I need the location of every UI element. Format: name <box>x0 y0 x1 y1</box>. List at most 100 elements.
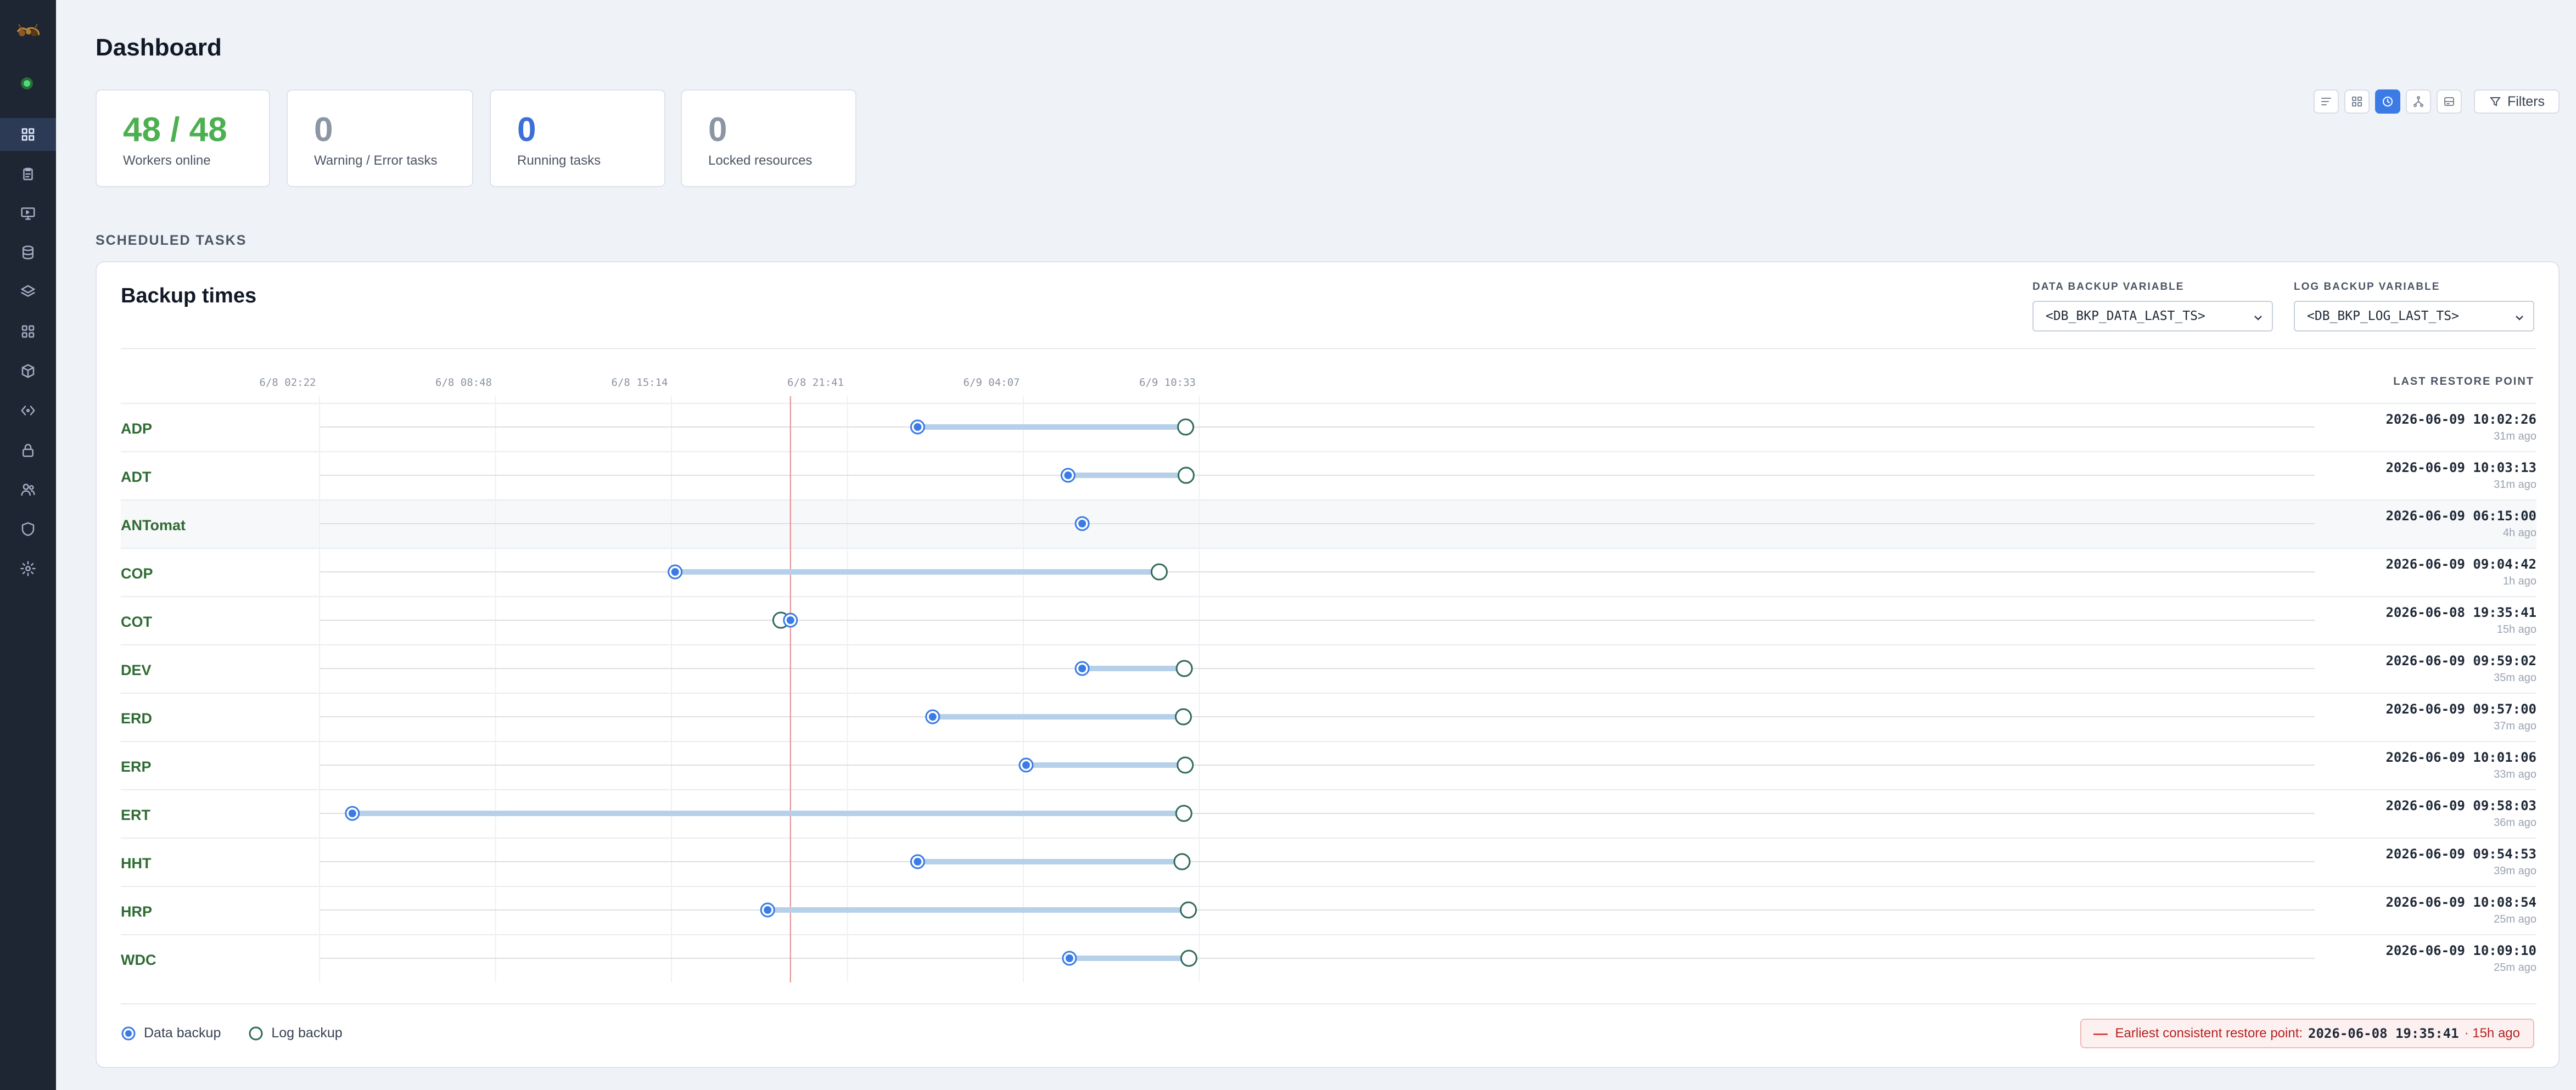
sidebar-item-dashboard[interactable] <box>0 118 56 151</box>
filters-button[interactable]: Filters <box>2474 89 2560 114</box>
chevron-down-icon <box>2253 312 2263 322</box>
stat-value: 0 <box>708 111 727 149</box>
chart-legend: Data backup Log backup <box>121 1025 343 1041</box>
table-row: ERD 2026-06-09 09:57:00 37m ago <box>121 693 2536 741</box>
last-restore-timestamp: 2026-06-09 10:03:13 <box>2385 460 2536 475</box>
last-restore-ago: 1h ago <box>2502 575 2536 587</box>
view-grid-button[interactable] <box>2344 89 2370 114</box>
backup-timeline-chart <box>319 396 2315 982</box>
storage-icon <box>2444 97 2454 106</box>
data-backup-point-core <box>671 568 679 576</box>
layers-icon <box>21 285 35 297</box>
system-name-link[interactable]: COT <box>121 614 152 630</box>
sidebar-item-settings[interactable] <box>0 552 56 585</box>
filters-label: Filters <box>2507 93 2545 109</box>
last-restore-ago: 25m ago <box>2494 913 2536 925</box>
table-row: DEV 2026-06-09 09:59:02 35m ago <box>121 644 2536 693</box>
chevron-down-icon <box>2515 312 2524 322</box>
system-name-link[interactable]: ADP <box>121 420 153 437</box>
shield-icon <box>21 522 35 536</box>
grid-icon <box>2352 97 2362 106</box>
list-icon <box>2321 98 2331 105</box>
lock-icon <box>23 443 33 457</box>
log-backup-point <box>1180 901 1197 919</box>
log-backup-point <box>1177 418 1195 436</box>
stat-label: Workers online <box>123 153 211 168</box>
ant-logo-icon <box>16 24 40 36</box>
sidebar-item-variables[interactable] <box>0 394 56 427</box>
data-backup-point-core <box>914 423 922 431</box>
sidebar-item-tasks[interactable] <box>0 158 56 190</box>
sidebar-item-monitor[interactable] <box>0 196 56 229</box>
clipboard-icon <box>23 167 33 181</box>
data-backup-point-core <box>1078 520 1087 527</box>
system-name-link[interactable]: ADT <box>121 469 152 485</box>
view-storage-button[interactable] <box>2437 89 2462 114</box>
x-tick-label: 6/9 10:33 <box>1139 377 1196 389</box>
sidebar-item-apps[interactable] <box>0 315 56 348</box>
filter-icon <box>2489 97 2501 106</box>
log-backup-variable-select[interactable]: <DB_BKP_LOG_LAST_TS> <box>2294 301 2534 332</box>
sidebar-item-database[interactable] <box>0 236 56 269</box>
table-row: ADT 2026-06-09 10:03:13 31m ago <box>121 451 2536 499</box>
system-name-link[interactable]: ERT <box>121 807 150 823</box>
clock-icon <box>2383 97 2393 106</box>
system-name-link[interactable]: WDC <box>121 952 156 968</box>
stat-card-workers[interactable]: 48 / 48 Workers online <box>96 89 270 187</box>
system-name-link[interactable]: COP <box>121 565 153 582</box>
stat-card-locked[interactable]: 0 Locked resources <box>681 89 856 187</box>
stat-card-running[interactable]: 0 Running tasks <box>490 89 665 187</box>
divider <box>121 348 2536 349</box>
last-restore-ago: 15h ago <box>2496 623 2536 636</box>
log-backup-point <box>1177 467 1195 484</box>
last-restore-timestamp: 2026-06-09 06:15:00 <box>2385 508 2536 524</box>
stat-value: 0 <box>314 111 333 149</box>
data-backup-point-core <box>764 906 772 914</box>
x-tick-label: 6/8 02:22 <box>259 377 316 389</box>
table-row: WDC 2026-06-09 10:09:10 25m ago <box>121 934 2536 982</box>
grid-icon <box>21 128 35 141</box>
table-row: ADP 2026-06-09 10:02:26 31m ago <box>121 403 2536 451</box>
stat-label: Warning / Error tasks <box>314 153 438 168</box>
system-name-link[interactable]: ERD <box>121 710 153 727</box>
stat-card-warning-error[interactable]: 0 Warning / Error tasks <box>287 89 473 187</box>
x-tick-label: 6/8 15:14 <box>611 377 668 389</box>
view-graph-button[interactable] <box>2406 89 2431 114</box>
earliest-ago: · 15h ago <box>2464 1026 2520 1041</box>
data-backup-point-core <box>1022 761 1030 769</box>
table-row: HRP 2026-06-09 10:08:54 25m ago <box>121 886 2536 934</box>
sidebar-item-packages[interactable] <box>0 355 56 387</box>
sidebar-item-users[interactable] <box>0 473 56 506</box>
last-restore-timestamp: 2026-06-09 10:09:10 <box>2385 943 2536 958</box>
system-name-link[interactable]: DEV <box>121 662 152 678</box>
data-backup-variable-select[interactable]: <DB_BKP_DATA_LAST_TS> <box>2032 301 2273 332</box>
fork-icon <box>2413 96 2423 107</box>
table-row: HHT 2026-06-09 09:54:53 39m ago <box>121 838 2536 886</box>
log-backup-point <box>1180 949 1197 967</box>
view-list-button[interactable] <box>2314 89 2339 114</box>
last-restore-timestamp: 2026-06-09 09:58:03 <box>2385 798 2536 813</box>
x-tick-label: 6/9 04:07 <box>963 377 1020 389</box>
system-name-link[interactable]: ERP <box>121 758 152 775</box>
legend-data-label: Data backup <box>144 1025 221 1041</box>
log-backup-point <box>1177 756 1194 774</box>
sidebar-item-layers[interactable] <box>0 276 56 308</box>
code-icon <box>21 406 35 415</box>
x-tick-label: 6/8 08:48 <box>435 377 492 389</box>
data-backup-point-core <box>786 616 794 624</box>
sidebar <box>0 0 56 1090</box>
last-restore-timestamp: 2026-06-09 09:59:02 <box>2385 653 2536 668</box>
last-restore-timestamp: 2026-06-09 09:54:53 <box>2385 846 2536 862</box>
system-name-link[interactable]: ANTomat <box>121 517 186 533</box>
legend-log-label: Log backup <box>271 1025 343 1041</box>
last-restore-timestamp: 2026-06-09 10:02:26 <box>2385 412 2536 427</box>
backup-times-panel: Backup times DATA BACKUP VARIABLE <DB_BK… <box>96 261 2560 1068</box>
view-restore-points-button[interactable] <box>2375 89 2400 114</box>
system-name-link[interactable]: HHT <box>121 855 152 872</box>
page-title: Dashboard <box>96 34 222 61</box>
system-name-link[interactable]: HRP <box>121 903 153 920</box>
last-restore-ago: 31m ago <box>2494 430 2536 442</box>
sidebar-item-locks[interactable] <box>0 434 56 467</box>
sidebar-item-security[interactable] <box>0 513 56 546</box>
last-restore-ago: 31m ago <box>2494 479 2536 491</box>
